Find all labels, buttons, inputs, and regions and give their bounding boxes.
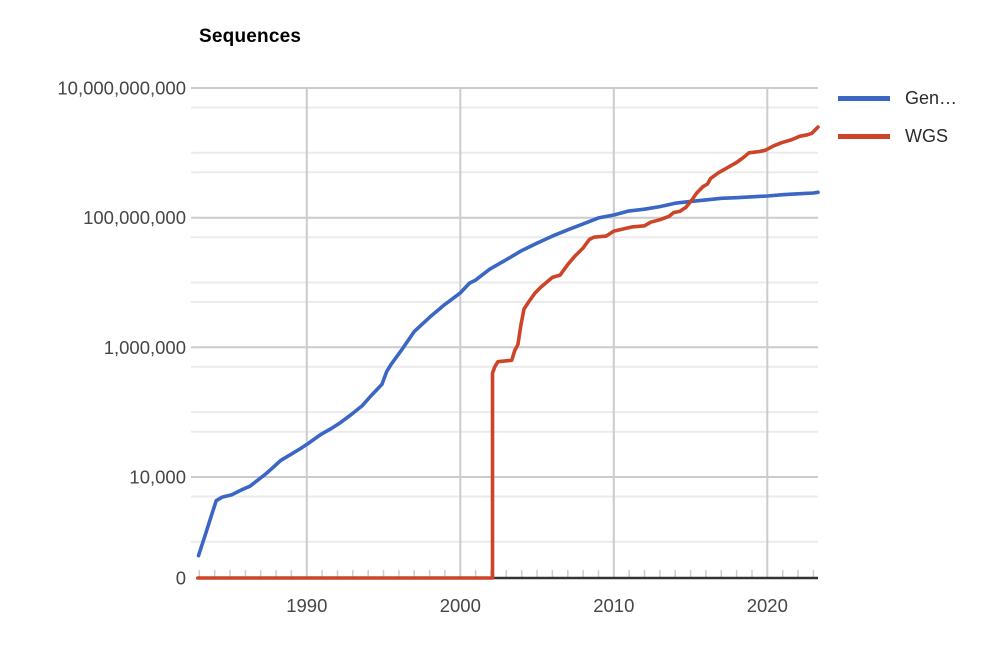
legend-label-genbank: Gen… [905,87,958,108]
x-axis-label: 2020 [747,595,788,616]
x-axis-label: 2000 [440,595,481,616]
legend-label-wgs: WGS [905,125,948,146]
y-axis-label: 100,000,000 [83,207,186,228]
chart-legend: Gen… WGS [838,86,957,162]
genbank-series-line[interactable] [196,190,820,558]
y-axis-label: 0 [176,568,186,589]
y-axis-label: 10,000,000,000 [57,78,186,99]
genbank-line-swatch [838,95,890,101]
wgs-line-swatch [838,133,890,139]
chart-title: Sequences [199,26,302,47]
x-axis-label: 1990 [286,595,327,616]
x-axis-label: 2010 [593,595,634,616]
y-axis-label: 1,000,000 [104,337,186,358]
legend-item-wgs: WGS [838,124,957,148]
wgs-series-line[interactable] [196,125,820,580]
legend-item-genbank: Gen… [838,86,957,110]
y-axis-label: 10,000 [129,467,186,488]
